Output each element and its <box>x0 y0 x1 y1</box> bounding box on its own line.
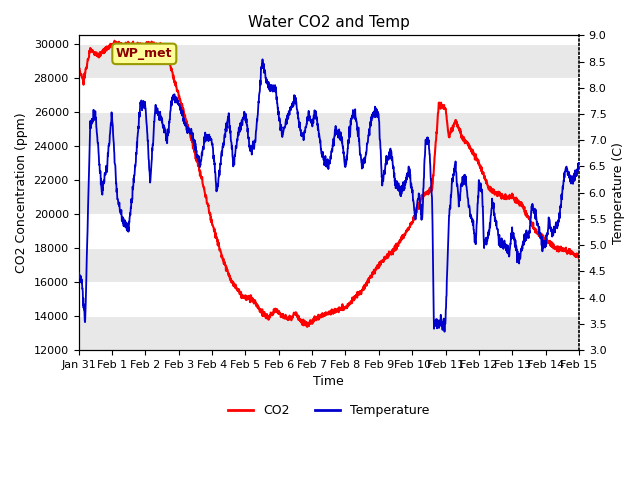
Title: Water CO2 and Temp: Water CO2 and Temp <box>248 15 410 30</box>
Legend: CO2, Temperature: CO2, Temperature <box>223 399 434 422</box>
Bar <box>79 180 579 214</box>
Y-axis label: Temperature (C): Temperature (C) <box>612 142 625 244</box>
Bar <box>79 248 579 282</box>
Y-axis label: CO2 Concentration (ppm): CO2 Concentration (ppm) <box>15 112 28 273</box>
Text: WP_met: WP_met <box>116 48 173 60</box>
Bar <box>79 44 579 78</box>
Bar <box>79 316 579 350</box>
Bar <box>79 112 579 146</box>
X-axis label: Time: Time <box>314 375 344 388</box>
